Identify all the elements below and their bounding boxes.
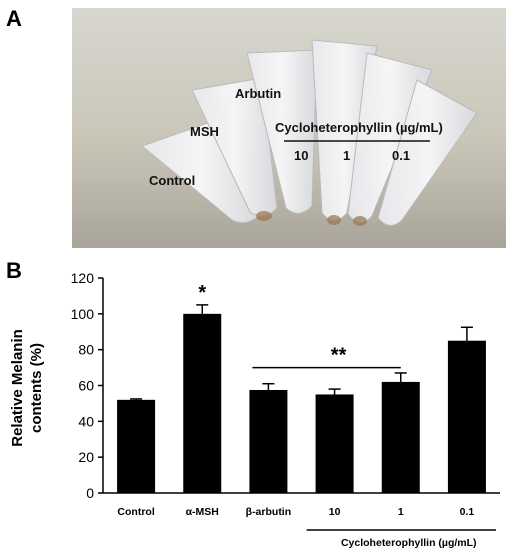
- label-arbutin: Arbutin: [235, 86, 281, 101]
- bar: [183, 313, 222, 493]
- significance-double-star: **: [331, 345, 347, 367]
- bar: [447, 340, 486, 493]
- x-tick-label: 1: [398, 506, 404, 518]
- y-tick-label: 40: [78, 413, 94, 429]
- bar: [249, 389, 288, 493]
- x-tick-label: Control: [117, 506, 154, 518]
- label-control: Control: [149, 173, 195, 188]
- y-tick-label: 120: [71, 270, 95, 286]
- panel-a-letter: A: [6, 6, 22, 31]
- x-tick-label: 0.1: [460, 506, 475, 518]
- bar: [117, 399, 156, 493]
- y-tick-label: 100: [71, 306, 95, 322]
- bar: [381, 381, 420, 493]
- x-tick-label: β-arbutin: [246, 506, 292, 518]
- melanin-bar-chart: Relative Melanin contents (%) 0 20 40 60 80 1…: [9, 270, 500, 549]
- y-axis-label: Relative Melanin contents (%): [9, 329, 45, 447]
- x-tick-label: 10: [329, 506, 341, 518]
- tube-conc-01: [377, 79, 478, 226]
- x-tick-label: α-MSH: [186, 506, 219, 518]
- y-tick-label: 0: [86, 485, 94, 501]
- label-cyclo-title: Cycloheterophyllin (µg/mL): [275, 120, 443, 135]
- y-axis-label-line1: Relative Melanin: [9, 329, 26, 447]
- y-tick-label: 20: [78, 449, 94, 465]
- pellet: [256, 211, 272, 221]
- y-tick-label: 60: [78, 378, 94, 394]
- significance-single-star: *: [198, 282, 206, 304]
- panel-b-letter: B: [6, 258, 22, 283]
- tubes-photo: Control MSH Arbutin Cycloheterophyllin (…: [72, 8, 506, 248]
- label-msh: MSH: [190, 124, 219, 139]
- y-axis-label-line2: contents (%): [28, 343, 45, 433]
- label-conc-01: 0.1: [392, 148, 410, 163]
- y-tick-label: 80: [78, 342, 94, 358]
- label-conc-1: 1: [343, 148, 350, 163]
- pellet: [353, 216, 367, 226]
- bar: [315, 394, 354, 493]
- group-label: Cycloheterophyllin (µg/mL): [341, 537, 477, 549]
- label-conc-10: 10: [294, 148, 308, 163]
- pellet: [327, 215, 341, 225]
- tube-arbutin: [246, 49, 318, 214]
